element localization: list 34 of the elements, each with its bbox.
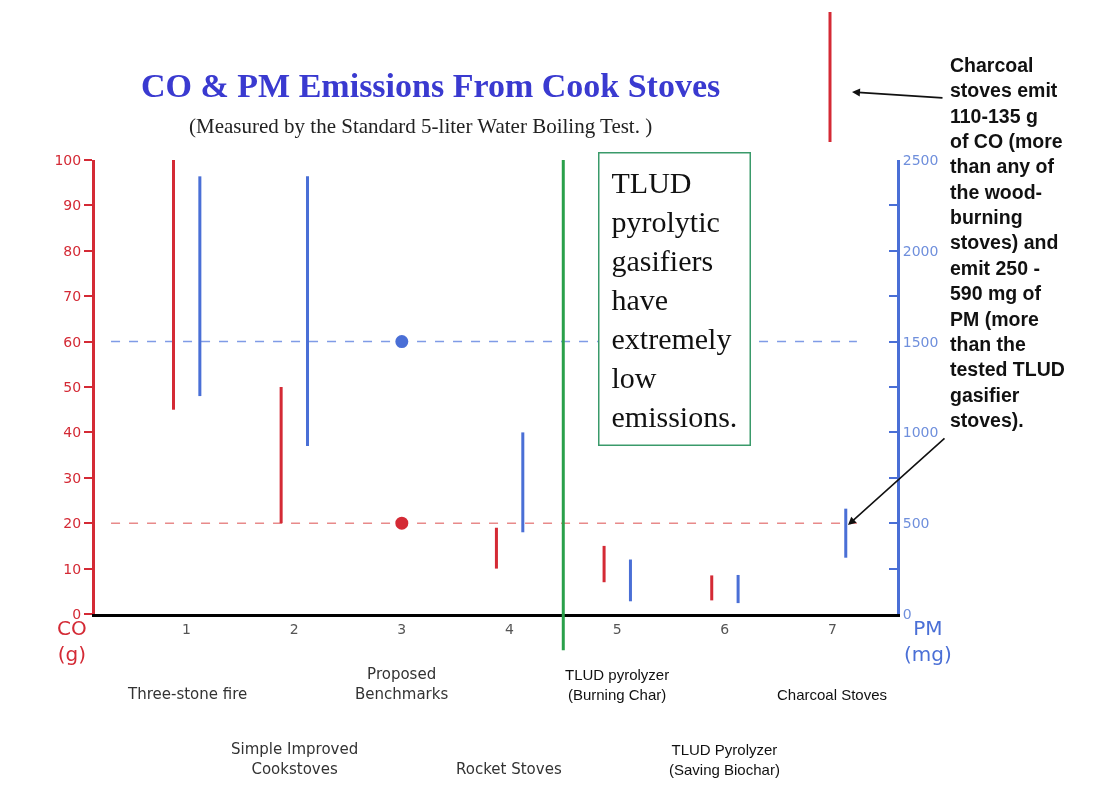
text: Charcoal Stoves (777, 686, 888, 703)
y-tick-label: 20 (63, 515, 82, 532)
y-tick-label: 40 (63, 424, 82, 441)
text: Three-stone fire (127, 685, 248, 703)
y-tick-label: 90 (63, 197, 82, 214)
x-tick-label: 3 (397, 620, 407, 637)
y-tick-label: 50 (63, 378, 82, 395)
y-tick-label: 70 (63, 288, 82, 305)
y-tick-label: 100 (54, 151, 82, 168)
y-tick-label: 60 (63, 333, 82, 350)
chart-subtitle: (Measured by the Standard 5-liter Water Boiling Test. ) (189, 114, 653, 138)
y2-tick-label: 2500 (902, 151, 939, 168)
x-tick-label: 4 (505, 620, 514, 637)
x-tick-label: 6 (720, 620, 730, 637)
x-tick-label: 2 (289, 620, 299, 637)
text: TLUD pyrolyzer (Burning Char) (565, 666, 670, 703)
y-tick-label: 10 (63, 560, 82, 577)
x-tick-label: 7 (827, 620, 837, 637)
y2-tick-label: 1500 (902, 333, 939, 350)
text: Proposed Benchmarks (355, 665, 449, 703)
y-tick-label: 30 (63, 469, 82, 486)
text: Simple Improved Cookstoves (231, 740, 359, 778)
x-tick-label: 5 (612, 620, 622, 637)
chart-title: CO & PM Emissions From Cook Stoves (141, 67, 721, 104)
y2-tick-label: 1000 (902, 424, 939, 441)
text: Rocket Stoves (456, 760, 562, 778)
x-tick-label: 1 (182, 620, 191, 637)
y2-tick-label: 2000 (902, 242, 939, 259)
text: TLUD Pyrolyzer (Saving Biochar) (669, 741, 780, 778)
annotation: TLUD pyrolytic gasifiers have extremely low emissions. (611, 165, 738, 433)
y2-tick-label: 500 (902, 515, 930, 532)
y-tick-label: 80 (63, 242, 82, 259)
text: Charcoal stoves emit 110-135 g of CO (more than any of the wood-burning stoves) and emit 250 - 590 mg of PM (more than the tested TLUD gasifier stoves). (950, 54, 1065, 431)
y-tick-label: 0 (72, 605, 82, 622)
